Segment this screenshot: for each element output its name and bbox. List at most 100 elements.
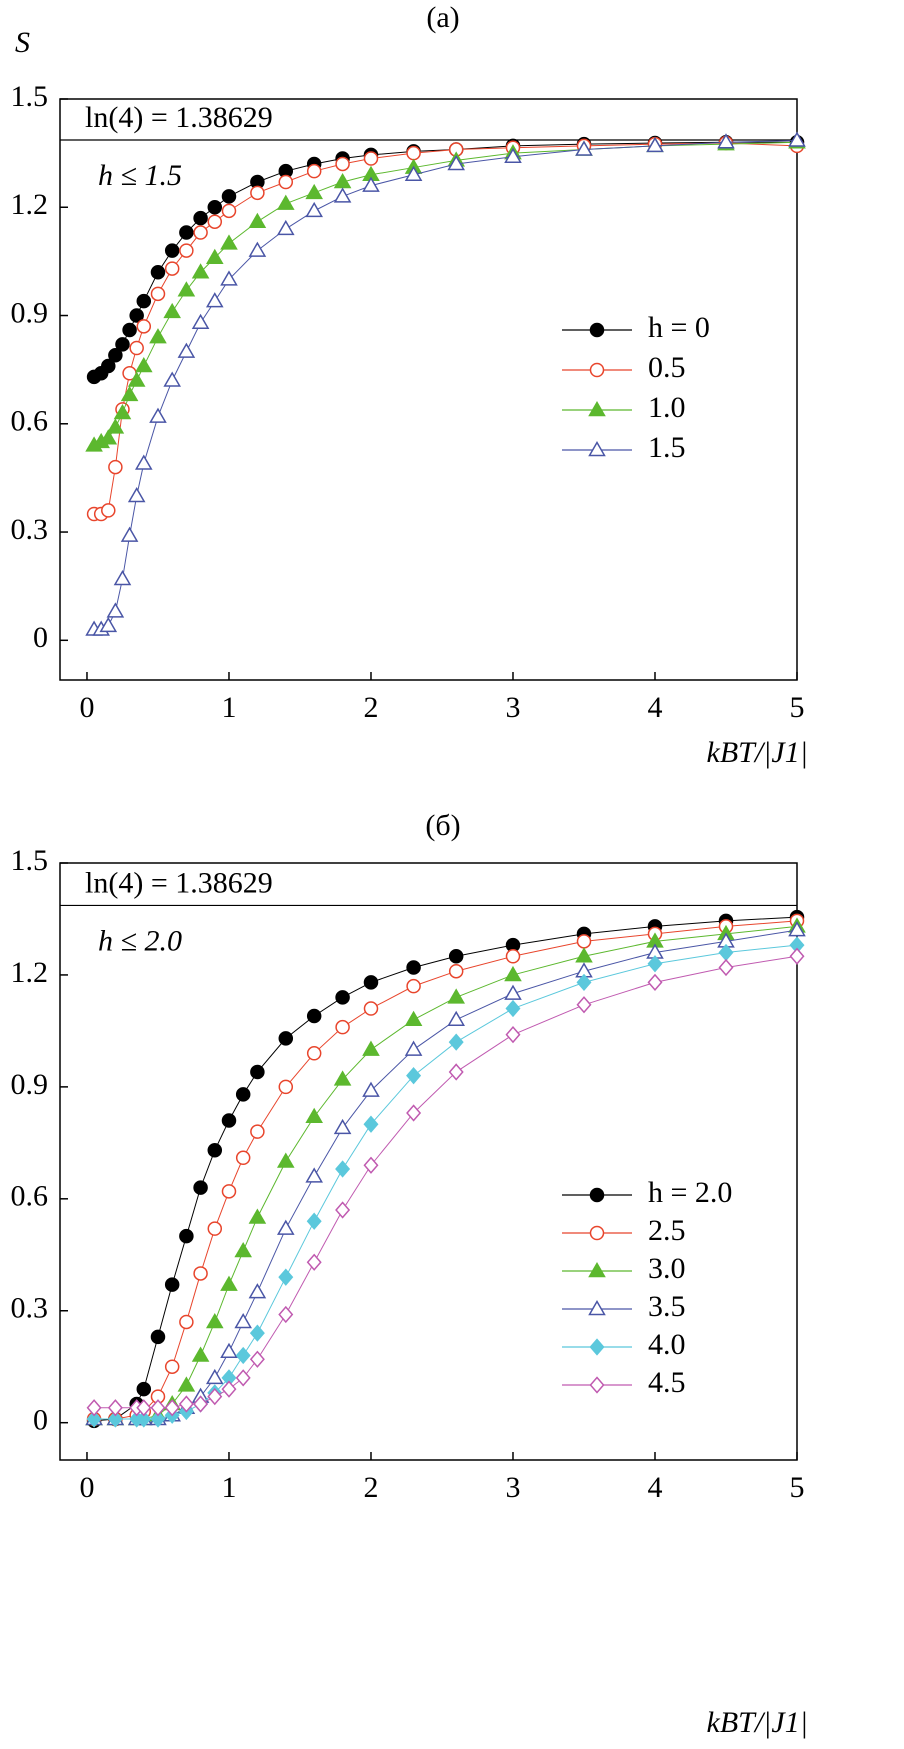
marker: [276, 1219, 295, 1235]
marker: [448, 949, 464, 964]
marker: [221, 203, 237, 219]
marker: [276, 219, 295, 236]
marker: [150, 264, 166, 280]
marker: [163, 371, 181, 387]
marker: [106, 602, 125, 618]
series-line: [94, 140, 798, 630]
y-tick-label: 0.3: [11, 1292, 49, 1325]
plot-frame: [59, 98, 798, 681]
marker: [234, 1242, 252, 1258]
series-line: [93, 141, 798, 446]
marker: [250, 1064, 265, 1080]
marker: [220, 270, 238, 286]
marker: [278, 1079, 294, 1095]
marker: [134, 357, 153, 373]
marker: [362, 1040, 380, 1056]
marker: [448, 963, 464, 979]
marker: [333, 1070, 352, 1086]
marker: [221, 1184, 237, 1199]
marker: [221, 189, 237, 204]
marker: [101, 358, 116, 374]
x-tick-label: 4: [647, 691, 662, 724]
marker: [107, 1399, 123, 1417]
marker: [205, 292, 224, 308]
marker: [404, 1010, 423, 1026]
marker: [447, 1010, 465, 1026]
marker: [404, 165, 423, 182]
series-line: [94, 916, 798, 1422]
marker: [406, 978, 421, 994]
marker: [335, 1019, 350, 1035]
marker: [363, 1115, 379, 1133]
marker: [305, 1167, 323, 1183]
marker: [207, 1387, 223, 1406]
marker: [120, 385, 139, 402]
x-tick-label: 2: [363, 1471, 378, 1504]
marker: [149, 407, 167, 423]
marker: [305, 1107, 323, 1123]
marker: [234, 1312, 252, 1329]
legend-label: 3.0: [648, 1252, 686, 1285]
marker: [504, 147, 522, 163]
x-tick-label: 0: [79, 1471, 94, 1504]
legend-marker: [589, 1225, 605, 1241]
marker: [333, 1118, 352, 1135]
legend-label: 3.5: [648, 1290, 686, 1323]
marker: [163, 302, 181, 319]
marker: [249, 1350, 265, 1368]
legend-label: 1.5: [648, 431, 686, 464]
marker: [127, 486, 146, 503]
marker: [505, 949, 521, 964]
y-tick-label: 1.5: [11, 844, 49, 877]
marker: [363, 1001, 379, 1016]
marker: [306, 1253, 322, 1271]
plot-frame: [59, 862, 798, 1461]
marker: [220, 234, 238, 250]
marker: [248, 1283, 267, 1299]
marker: [115, 337, 130, 352]
marker: [177, 342, 196, 358]
series-line: [94, 920, 798, 1420]
marker: [177, 281, 196, 297]
legend-label: h = 2.0: [648, 1176, 732, 1209]
panel-title: (б): [425, 809, 460, 842]
marker: [205, 248, 224, 265]
y-tick-label: 0.3: [11, 513, 49, 546]
marker: [363, 151, 379, 166]
legend-marker: [588, 1299, 606, 1316]
marker: [248, 241, 267, 257]
x-tick-label: 3: [505, 691, 520, 724]
marker: [120, 526, 139, 542]
marker: [207, 1221, 223, 1236]
x-tick-label: 4: [647, 1471, 662, 1504]
marker: [363, 1156, 379, 1174]
legend-label: 4.5: [648, 1366, 686, 1399]
y-axis-label: S: [15, 26, 30, 59]
marker: [193, 225, 208, 240]
marker: [205, 1368, 224, 1385]
legend-marker: [589, 1187, 605, 1203]
marker: [335, 1160, 351, 1178]
marker: [99, 616, 118, 633]
marker: [448, 1033, 464, 1051]
marker: [362, 176, 380, 192]
marker: [575, 947, 593, 963]
marker: [108, 347, 123, 363]
marker: [576, 973, 592, 992]
legend-marker: [588, 440, 606, 457]
marker: [235, 1369, 251, 1387]
x-tick-label: 3: [505, 1471, 520, 1504]
marker: [576, 996, 592, 1014]
marker: [278, 174, 294, 190]
marker: [647, 973, 663, 992]
marker: [134, 454, 153, 470]
marker: [235, 1150, 251, 1166]
annotation: h ≤ 1.5: [98, 159, 182, 192]
y-tick-label: 0.6: [11, 405, 49, 438]
marker: [221, 1380, 237, 1398]
marker: [278, 1305, 294, 1324]
marker: [448, 1063, 464, 1081]
marker: [178, 1395, 194, 1413]
marker: [447, 988, 465, 1004]
marker: [179, 1314, 194, 1330]
